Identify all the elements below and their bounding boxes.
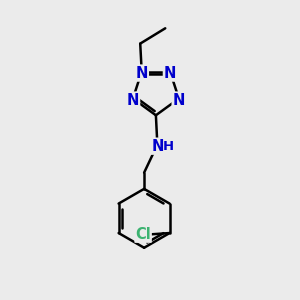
Text: H: H	[163, 140, 174, 153]
Text: N: N	[136, 66, 148, 81]
Text: N: N	[151, 139, 164, 154]
Text: N: N	[173, 93, 185, 108]
Text: Cl: Cl	[135, 227, 151, 242]
Text: N: N	[164, 66, 176, 81]
Text: N: N	[127, 93, 139, 108]
